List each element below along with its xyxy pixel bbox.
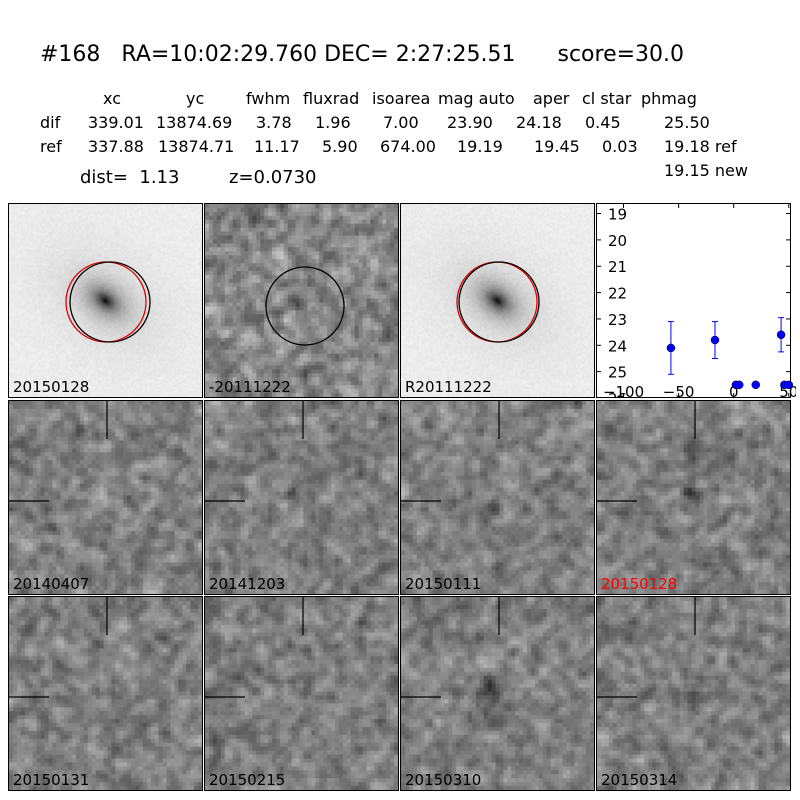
- score-value: score=30.0: [558, 42, 685, 67]
- data-point: [785, 381, 793, 389]
- col-isoarea: isoarea: [372, 89, 430, 108]
- x-tick-label: −50: [663, 383, 695, 398]
- cutout-panel: 20150310: [400, 596, 595, 791]
- diff-aperture-circle: [266, 267, 344, 345]
- crosshair: [205, 401, 399, 595]
- ra-value: RA=10:02:29.760: [121, 42, 317, 67]
- cutout-panel: 20150128: [596, 400, 791, 595]
- panel-label: -20111222: [209, 378, 291, 396]
- cutout-date-label: 20150314: [601, 771, 677, 789]
- x-tick-label: −100: [603, 383, 644, 398]
- cutout-date-label: 20150215: [209, 771, 285, 789]
- reference-image-panel: R20111222: [400, 203, 595, 398]
- y-tick-label: 22: [608, 285, 627, 303]
- redshift-value: z=0.0730: [229, 167, 317, 188]
- light-curve-chart: 1920212223242526−100−50050: [596, 203, 796, 398]
- table-cell: 25.50: [664, 113, 710, 132]
- table-cell: 337.88: [88, 137, 144, 156]
- y-tick-label: 20: [608, 232, 627, 250]
- candidate-title: #168 RA=10:02:29.760 DEC= 2:27:25.51 sco…: [40, 42, 684, 67]
- crosshair: [9, 401, 203, 595]
- cutout-date-label: 20140407: [13, 575, 89, 593]
- cutout-date-label: 20150310: [405, 771, 481, 789]
- col-fwhm: fwhm: [246, 89, 290, 108]
- cutout-panel: 20141203: [204, 400, 399, 595]
- y-tick-label: 21: [608, 258, 627, 276]
- panel-label: 20150128: [13, 378, 89, 396]
- cutout-panel: 20150314: [596, 596, 791, 791]
- cutout-date-label: 20150131: [13, 771, 89, 789]
- col-yc: yc: [186, 89, 204, 108]
- table-cell: 339.01: [88, 113, 144, 132]
- crosshair: [597, 401, 791, 595]
- table-cell: 13874.69: [156, 113, 232, 132]
- cutout-panel: 20150111: [400, 400, 595, 595]
- table-cell: 13874.71: [158, 137, 234, 156]
- table-cell: 23.90: [447, 113, 493, 132]
- col-aper: aper: [533, 89, 569, 108]
- y-tick-label: 25: [608, 364, 627, 382]
- new-image-panel: 20150128: [8, 203, 203, 398]
- table-cell: 19.45: [534, 137, 580, 156]
- data-point: [735, 381, 743, 389]
- y-tick-label: 23: [608, 311, 627, 329]
- table-cell: 0.03: [602, 137, 638, 156]
- crosshair: [401, 401, 595, 595]
- y-tick-label: 19: [608, 206, 627, 224]
- col-cl-star: cl star: [582, 89, 631, 108]
- ref-aperture-circle: [457, 262, 537, 342]
- ref-aperture-circle: [66, 262, 146, 342]
- col-mag-auto: mag auto: [438, 89, 515, 108]
- cutout-panel: 20150215: [204, 596, 399, 791]
- cutout-date-label: 20141203: [209, 575, 285, 593]
- aperture-overlay: [205, 204, 399, 398]
- new-aperture-circle: [70, 262, 150, 342]
- crosshair: [401, 597, 595, 791]
- candidate-id: #168: [40, 42, 100, 67]
- difference-image-panel: -20111222: [204, 203, 399, 398]
- aperture-overlay: [9, 204, 203, 398]
- aperture-overlay: [401, 204, 595, 398]
- table-cell: 11.17: [254, 137, 300, 156]
- y-tick-label: 24: [608, 337, 627, 355]
- table-cell: 0.45: [585, 113, 621, 132]
- col-xc: xc: [103, 89, 121, 108]
- table-cell: 1.96: [315, 113, 351, 132]
- cutout-date-label: 20150128: [601, 575, 677, 593]
- phmag-new: 19.15 new: [664, 161, 748, 180]
- table-cell: 19.19: [457, 137, 503, 156]
- dec-value: DEC= 2:27:25.51: [324, 42, 515, 67]
- table-cell: 7.00: [383, 113, 419, 132]
- new-aperture-circle: [459, 262, 539, 342]
- crosshair: [597, 597, 791, 791]
- crosshair: [9, 597, 203, 791]
- col-fluxrad: fluxrad: [303, 89, 359, 108]
- crosshair: [205, 597, 399, 791]
- cutout-panel: 20140407: [8, 400, 203, 595]
- table-cell: 674.00: [380, 137, 436, 156]
- table-cell: 24.18: [516, 113, 562, 132]
- panel-label: R20111222: [405, 378, 492, 396]
- data-point: [711, 336, 719, 344]
- col-phmag: phmag: [641, 89, 697, 108]
- data-point: [752, 381, 760, 389]
- dist-value: dist= 1.13: [80, 167, 179, 188]
- cutout-date-label: 20150111: [405, 575, 481, 593]
- row-label-ref: ref: [40, 137, 62, 156]
- cutout-panel: 20150131: [8, 596, 203, 791]
- table-cell: 19.18 ref: [664, 137, 737, 156]
- data-point: [667, 344, 675, 352]
- data-point: [777, 331, 785, 339]
- table-cell: 3.78: [256, 113, 292, 132]
- row-label-dif: dif: [40, 113, 60, 132]
- table-cell: 5.90: [322, 137, 358, 156]
